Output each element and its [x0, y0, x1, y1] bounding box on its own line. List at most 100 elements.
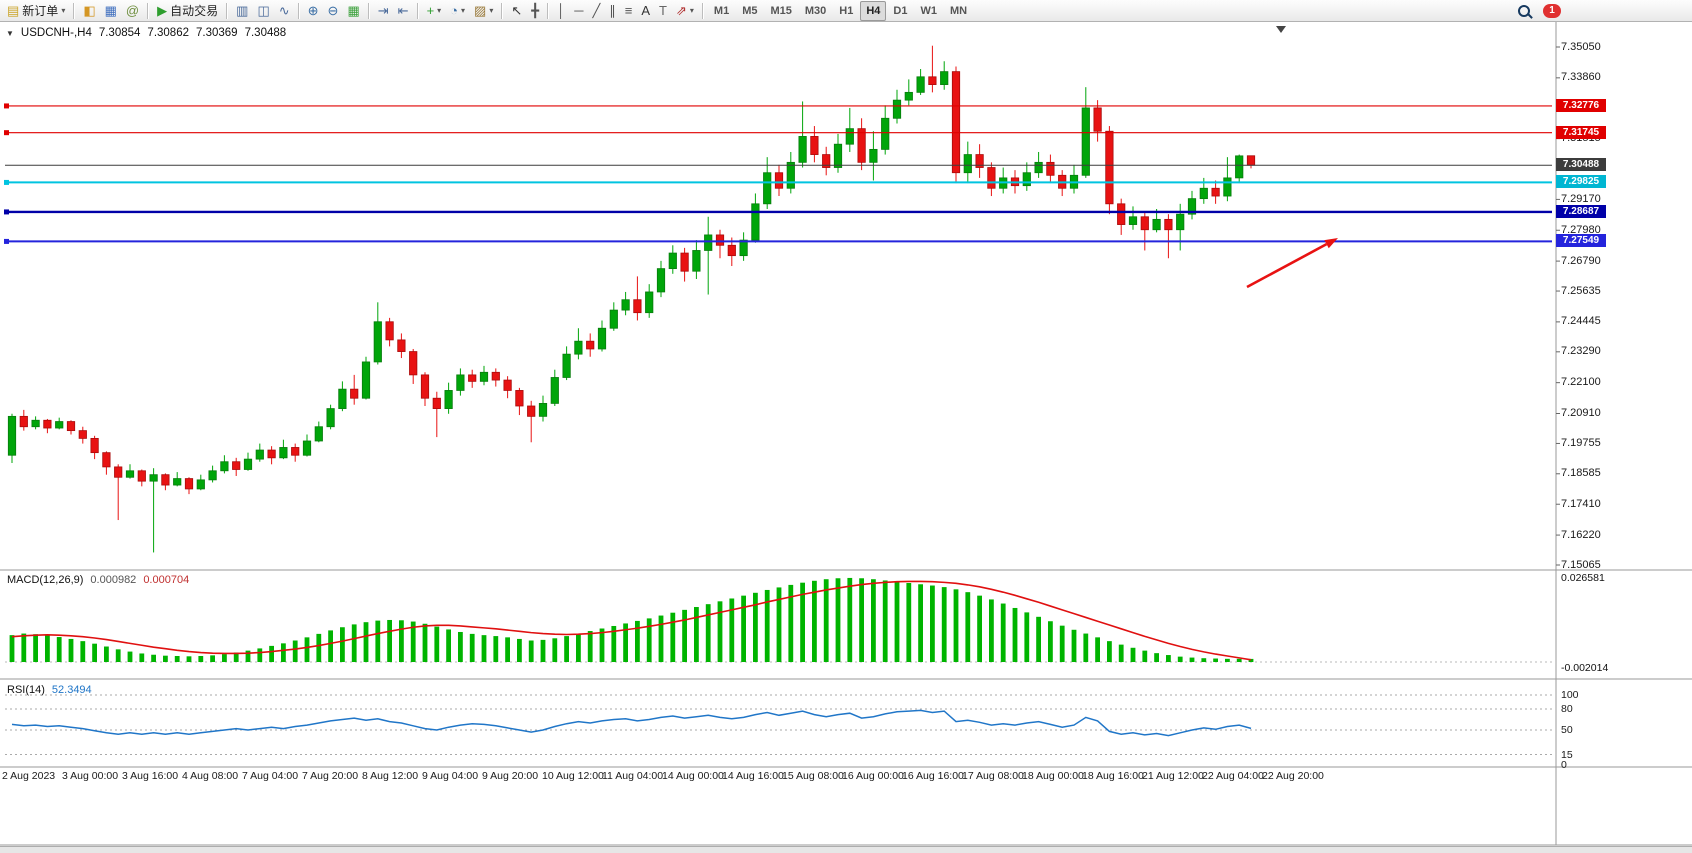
bear-candle	[857, 128, 866, 163]
time-axis-label: 4 Aug 08:00	[182, 770, 239, 782]
line-anchor-handle[interactable]	[4, 130, 9, 136]
bull-candle	[456, 374, 465, 391]
macd-histogram-bar	[1000, 603, 1006, 662]
price-axis-tick: 7.27980	[1561, 223, 1601, 236]
macd-histogram-bar	[198, 655, 204, 662]
timeframe-h4-button[interactable]: H4	[860, 0, 887, 21]
timeframe-m1-button[interactable]: M1	[713, 4, 730, 17]
bar-chart-button[interactable]: ▥	[232, 0, 252, 22]
text-button[interactable]: A	[637, 0, 654, 22]
label-button[interactable]: T	[655, 0, 671, 22]
autotrading-button[interactable]: ▶ 自动交易	[153, 0, 222, 22]
zoom-out-button[interactable]: ⊖	[324, 0, 343, 22]
arrow-head[interactable]	[1324, 238, 1338, 249]
price-badge: 7.32776	[1556, 98, 1606, 112]
time-axis-label: 21 Aug 12:00	[1142, 770, 1204, 782]
line-chart-button[interactable]: ∿	[275, 0, 294, 22]
vline-button[interactable]: │	[553, 0, 569, 22]
channel-button[interactable]: ∥	[605, 0, 620, 22]
bear-candle	[291, 447, 300, 456]
bull-candle	[881, 117, 890, 150]
chart-shift-button[interactable]: ⇤	[394, 0, 413, 22]
macd-signal-value: 0.000704	[143, 574, 190, 586]
line-anchor-handle[interactable]	[4, 103, 9, 109]
community-button[interactable]: @	[122, 0, 143, 22]
macd-histogram-bar	[835, 578, 841, 662]
line-anchor-handle[interactable]	[4, 238, 9, 244]
timeframe-h1-button[interactable]: H1	[839, 4, 854, 17]
notification-badge[interactable]: 1	[1543, 3, 1561, 18]
new-chart-button[interactable]: ◧	[79, 0, 99, 22]
macd-indicator-label: MACD(12,26,9) 0.000982 0.000704	[7, 574, 189, 586]
dropdown-arrow-icon: ▾	[689, 6, 694, 15]
macd-histogram-bar	[469, 633, 475, 662]
bear-candle	[1093, 107, 1102, 132]
trendline-button[interactable]: ╱	[588, 0, 604, 22]
search-button[interactable]	[1514, 0, 1534, 22]
timeframe-m5-button[interactable]: M5	[742, 4, 758, 17]
market-watch-button[interactable]: ▦	[101, 0, 121, 22]
hline-button[interactable]: ─	[570, 0, 587, 22]
zoom-in-icon: ⊕	[307, 2, 319, 18]
bear-candle	[1105, 130, 1114, 205]
price-axis-tick: 7.20910	[1561, 407, 1601, 419]
bear-candle	[267, 449, 276, 459]
price-axis-tick: 7.17410	[1561, 497, 1601, 510]
bull-candle	[7, 415, 17, 456]
line-chart-icon: ∿	[278, 2, 290, 18]
price-axis-tick: 7.16220	[1561, 528, 1601, 541]
crosshair-button[interactable]: ╋	[527, 0, 543, 22]
macd-histogram-bar	[1248, 658, 1254, 662]
bull-candle	[869, 148, 878, 163]
auto-scroll-button[interactable]: ⇥	[374, 0, 393, 22]
macd-histogram-bar	[1059, 625, 1065, 662]
timeframe-w1-button[interactable]: W1	[920, 4, 937, 17]
price-axis-tick: 7.26790	[1561, 254, 1601, 267]
bear-candle	[1140, 216, 1149, 231]
timeframe-mn-button[interactable]: MN	[949, 4, 968, 17]
price-axis-tick: 7.33860	[1561, 71, 1601, 84]
timeframe-d1-button[interactable]: D1	[893, 4, 908, 17]
templates-button[interactable]: ▨ ▾	[470, 0, 497, 22]
new-order-button[interactable]: ▤ 新订单 ▾	[3, 0, 69, 22]
macd-name: MACD(12,26,9)	[7, 574, 84, 586]
macd-histogram-bar	[953, 589, 959, 662]
macd-histogram-bar	[776, 587, 782, 662]
toolbar-separator	[547, 2, 550, 19]
macd-histogram-bar	[753, 592, 758, 662]
rsi-indicator-label: RSI(14) 52.3494	[7, 684, 92, 696]
bull-candle	[739, 239, 748, 257]
bull-candle	[609, 309, 618, 329]
macd-histogram-bar	[92, 643, 97, 662]
line-anchor-handle[interactable]	[4, 179, 9, 185]
line-anchor-handle[interactable]	[4, 209, 9, 215]
macd-histogram-bar	[33, 634, 38, 662]
timeframe-m30-button[interactable]: M30	[804, 4, 827, 17]
macd-histogram-bar	[894, 581, 900, 662]
macd-histogram-bar	[387, 619, 392, 662]
zoom-in-button[interactable]: ⊕	[304, 0, 323, 22]
bear-candle	[822, 154, 831, 168]
price-axis-tick: 7.15065	[1561, 558, 1601, 571]
bear-candle	[184, 478, 194, 490]
cursor-button[interactable]: ↖	[507, 0, 526, 22]
macd-histogram-bar	[517, 638, 522, 662]
chart-shift-marker[interactable]	[1276, 26, 1286, 33]
arrows-button[interactable]: ⇗ ▾	[672, 0, 698, 22]
macd-histogram-bar	[800, 582, 805, 662]
bull-candle	[963, 154, 972, 174]
macd-histogram-bar	[623, 623, 628, 662]
periods-button[interactable]: ◔ ▾	[446, 0, 469, 22]
fibonacci-button[interactable]: ≡	[621, 0, 637, 22]
dropdown-arrow-icon: ▾	[461, 6, 466, 15]
tile-windows-button[interactable]: ▦	[343, 0, 363, 22]
time-axis-label: 9 Aug 20:00	[482, 770, 539, 782]
one-click-trading-toggle[interactable]: ▼	[6, 28, 14, 38]
indicators-button[interactable]: + ▾	[423, 0, 446, 22]
price-axis-tick: 7.23290	[1561, 345, 1601, 358]
macd-histogram-bar	[859, 578, 864, 662]
arrow-object[interactable]	[1246, 243, 1328, 289]
timeframe-m15-button[interactable]: M15	[770, 4, 792, 17]
candlestick-chart-button[interactable]: ◫	[253, 0, 273, 22]
